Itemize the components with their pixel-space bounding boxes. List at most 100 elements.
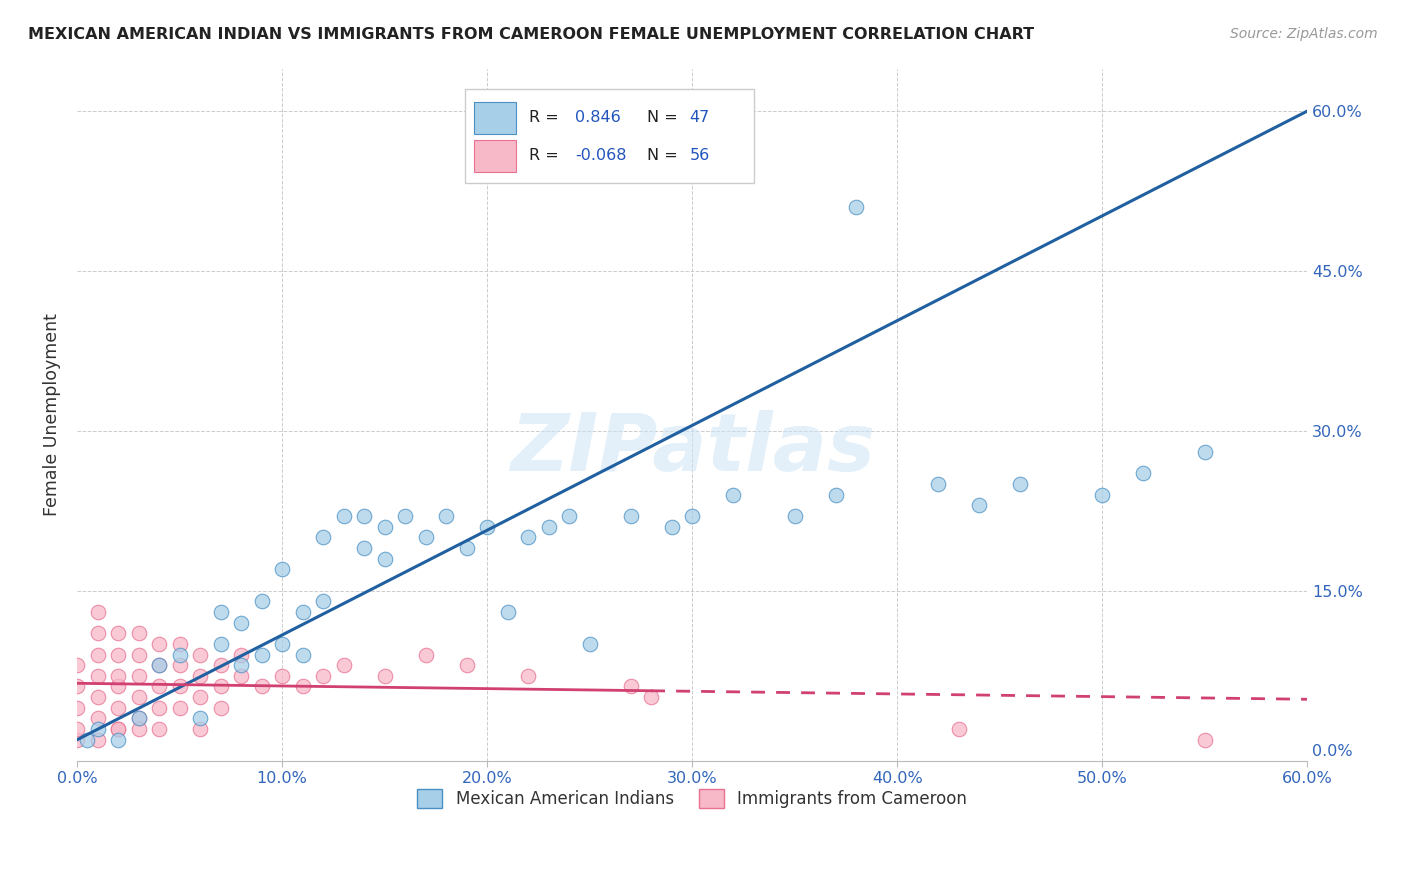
Point xyxy=(517,530,540,544)
Point xyxy=(456,658,478,673)
Point xyxy=(107,722,129,736)
Legend: Mexican American Indians, Immigrants from Cameroon: Mexican American Indians, Immigrants fro… xyxy=(411,782,973,815)
Point xyxy=(148,637,170,651)
Text: MEXICAN AMERICAN INDIAN VS IMMIGRANTS FROM CAMEROON FEMALE UNEMPLOYMENT CORRELAT: MEXICAN AMERICAN INDIAN VS IMMIGRANTS FR… xyxy=(28,27,1035,42)
Point xyxy=(374,519,396,533)
Point xyxy=(1010,477,1032,491)
Point xyxy=(415,648,437,662)
Point xyxy=(250,648,273,662)
Point xyxy=(721,488,744,502)
Point xyxy=(332,508,354,523)
Point xyxy=(229,658,252,673)
Point xyxy=(353,508,375,523)
Text: Source: ZipAtlas.com: Source: ZipAtlas.com xyxy=(1230,27,1378,41)
FancyBboxPatch shape xyxy=(464,89,754,183)
Point xyxy=(66,732,89,747)
Point xyxy=(107,669,129,683)
Point xyxy=(148,658,170,673)
Point xyxy=(209,637,232,651)
Text: N =: N = xyxy=(647,111,678,125)
Point xyxy=(250,594,273,608)
Text: 47: 47 xyxy=(690,111,710,125)
Point xyxy=(578,637,600,651)
Point xyxy=(250,680,273,694)
Point xyxy=(927,477,949,491)
FancyBboxPatch shape xyxy=(474,140,516,172)
Point xyxy=(783,508,806,523)
Point xyxy=(188,722,211,736)
FancyBboxPatch shape xyxy=(474,103,516,135)
Text: 56: 56 xyxy=(690,147,710,162)
Point xyxy=(148,658,170,673)
Point xyxy=(86,732,108,747)
Point xyxy=(1194,732,1216,747)
Point xyxy=(475,519,498,533)
Point xyxy=(374,669,396,683)
Point xyxy=(107,722,129,736)
Point xyxy=(620,680,643,694)
Point xyxy=(169,637,191,651)
Point xyxy=(169,658,191,673)
Point xyxy=(824,488,846,502)
Point xyxy=(434,508,457,523)
Point xyxy=(496,605,519,619)
Point xyxy=(353,541,375,555)
Point xyxy=(107,626,129,640)
Point xyxy=(169,648,191,662)
Point xyxy=(271,562,294,576)
Text: -0.068: -0.068 xyxy=(575,147,627,162)
Point xyxy=(394,508,416,523)
Point xyxy=(681,508,703,523)
Point xyxy=(229,669,252,683)
Point xyxy=(107,648,129,662)
Point xyxy=(128,626,150,640)
Text: N =: N = xyxy=(647,147,678,162)
Point xyxy=(86,648,108,662)
Point xyxy=(107,732,129,747)
Point xyxy=(537,519,560,533)
Point xyxy=(86,669,108,683)
Point xyxy=(517,669,540,683)
Point xyxy=(128,690,150,705)
Point xyxy=(312,594,335,608)
Text: R =: R = xyxy=(529,147,558,162)
Point xyxy=(209,680,232,694)
Point xyxy=(456,541,478,555)
Point xyxy=(128,648,150,662)
Point xyxy=(188,669,211,683)
Point xyxy=(374,551,396,566)
Point xyxy=(86,722,108,736)
Point xyxy=(271,637,294,651)
Point xyxy=(107,680,129,694)
Point xyxy=(66,680,89,694)
Text: 0.846: 0.846 xyxy=(575,111,621,125)
Point xyxy=(86,605,108,619)
Point xyxy=(1132,467,1154,481)
Point xyxy=(188,648,211,662)
Point xyxy=(66,701,89,715)
Point xyxy=(620,508,643,523)
Point xyxy=(148,701,170,715)
Point xyxy=(66,658,89,673)
Point xyxy=(312,530,335,544)
Point xyxy=(229,648,252,662)
Point xyxy=(128,711,150,725)
Point xyxy=(1091,488,1114,502)
Point xyxy=(169,680,191,694)
Point xyxy=(66,722,89,736)
Point xyxy=(209,605,232,619)
Point xyxy=(128,711,150,725)
Point xyxy=(845,200,868,214)
Point xyxy=(209,701,232,715)
Point xyxy=(148,722,170,736)
Point xyxy=(188,690,211,705)
Point xyxy=(312,669,335,683)
Point xyxy=(948,722,970,736)
Point xyxy=(128,722,150,736)
Point xyxy=(661,519,683,533)
Text: R =: R = xyxy=(529,111,558,125)
Point xyxy=(640,690,662,705)
Point xyxy=(188,711,211,725)
Point xyxy=(291,648,314,662)
Point xyxy=(229,615,252,630)
